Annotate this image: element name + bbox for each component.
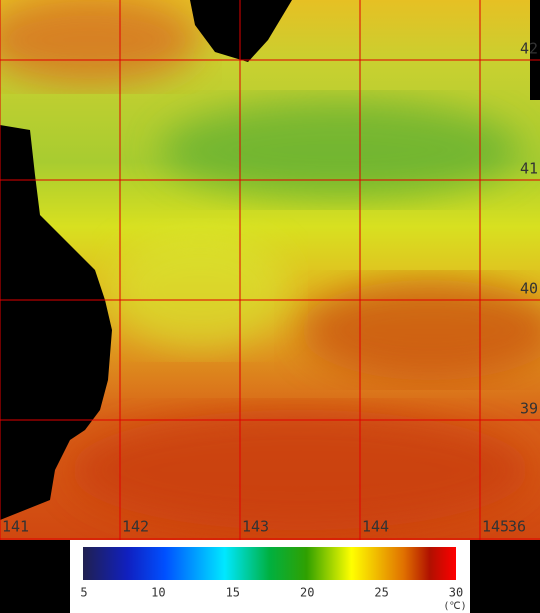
colorbar-tick-label: 25: [374, 586, 388, 600]
lon-label: 143: [242, 518, 269, 536]
colorbar-tick-label: 30: [449, 586, 463, 600]
day-label: 36: [508, 518, 526, 536]
unit-label: (℃): [443, 601, 466, 612]
land: [0, 0, 540, 520]
lon-label: 145: [482, 518, 509, 536]
colorbar-tick-label: 10: [151, 586, 165, 600]
lat-label: 42: [520, 40, 538, 58]
colorbar-tick-label: 20: [300, 586, 314, 600]
lon-label: 144: [362, 518, 389, 536]
lat-label: 39: [520, 400, 538, 418]
sea-surface: [0, 0, 540, 540]
lat-label: 40: [520, 280, 538, 298]
colorbar: [83, 547, 456, 580]
lon-label: 142: [122, 518, 149, 536]
graticule: [0, 0, 540, 540]
lon-label: 141: [2, 518, 29, 536]
lat-label: 41: [520, 160, 538, 178]
colorbar-tick-label: 5: [80, 586, 87, 600]
colorbar-tick-label: 15: [226, 586, 240, 600]
